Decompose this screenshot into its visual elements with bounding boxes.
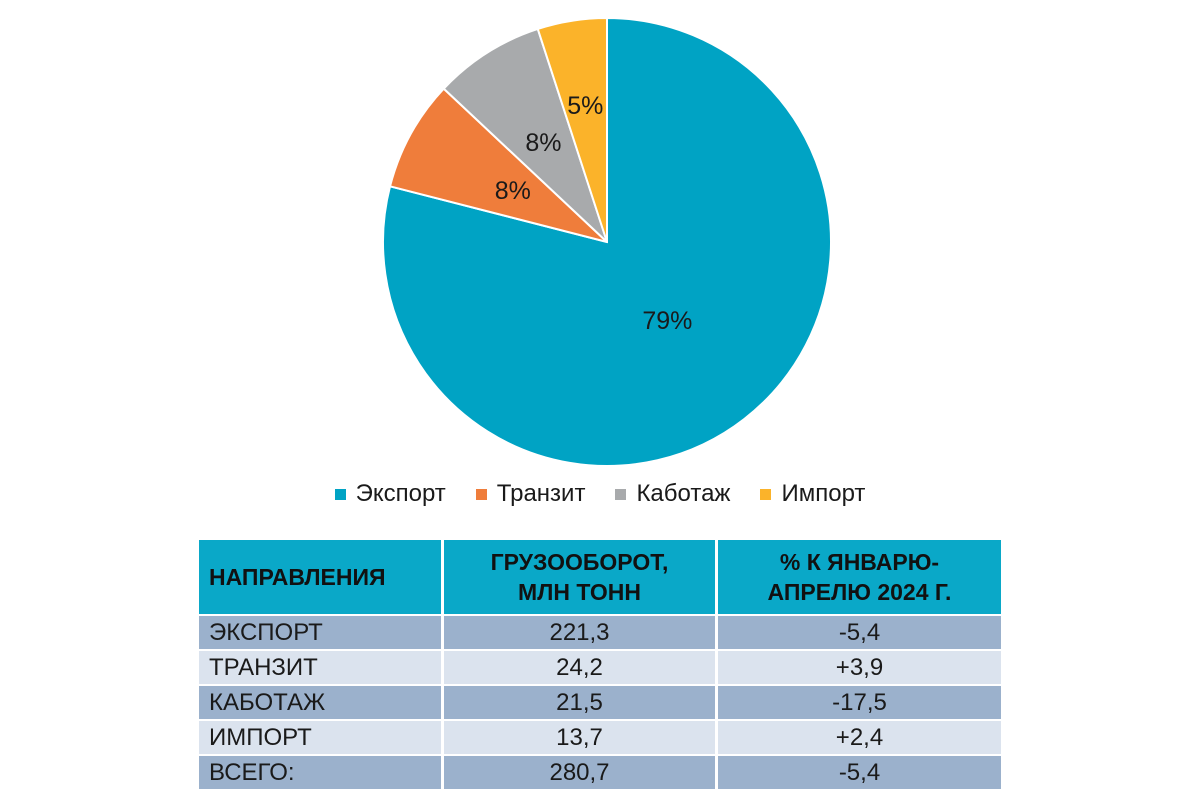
legend-swatch-import [760, 488, 772, 500]
cell-direction: ИМПОРТ [199, 721, 441, 754]
table-row: ВСЕГО: 280,7 -5,4 [199, 756, 1001, 789]
cell-volume: 24,2 [441, 651, 715, 684]
cell-change: -17,5 [715, 686, 1001, 719]
cell-volume: 21,5 [441, 686, 715, 719]
chart-legend: Экспорт Транзит Каботаж Импорт [0, 480, 1200, 508]
cargo-table: НАПРАВЛЕНИЯ ГРУЗООБОРОТ, МЛН ТОНН % К ЯНВ… [199, 538, 1001, 791]
table-row: КАБОТАЖ 21,5 -17,5 [199, 686, 1001, 719]
legend-item-cabotage: Каботаж [615, 480, 730, 508]
header-change: % К ЯНВАРЮ- АПРЕЛЮ 2024 Г. [715, 540, 1001, 614]
cell-change: -5,4 [715, 616, 1001, 649]
table-header-row: НАПРАВЛЕНИЯ ГРУЗООБОРОТ, МЛН ТОНН % К ЯНВ… [199, 540, 1001, 614]
pie-slice-import [536, 16, 608, 243]
pie-slice-cabotage [442, 27, 608, 243]
legend-swatch-export [334, 488, 346, 500]
legend-item-import: Импорт [760, 480, 865, 508]
pie-label-cabotage: 8% [525, 129, 561, 157]
header-change-text: % К ЯНВАРЮ- АПРЕЛЮ 2024 Г. [767, 549, 952, 605]
legend-item-transit: Транзит [475, 480, 586, 508]
pie-chart: 79%8%8%5% [382, 16, 832, 467]
legend-label-cabotage: Каботаж [636, 480, 731, 507]
cell-change: +3,9 [715, 651, 1001, 684]
table-row: ЭКСПОРТ 221,3 -5,4 [199, 616, 1001, 649]
table-row: ТРАНЗИТ 24,2 +3,9 [199, 651, 1001, 684]
cell-change: +2,4 [715, 721, 1001, 754]
cell-direction: ЭКСПОРТ [199, 616, 441, 649]
cell-volume: 221,3 [441, 616, 715, 649]
pie-label-transit: 8% [495, 177, 531, 205]
cell-direction: КАБОТАЖ [199, 686, 441, 719]
legend-swatch-cabotage [615, 488, 627, 500]
pie-slice-transit [388, 87, 608, 243]
cell-direction: ТРАНЗИТ [199, 651, 441, 684]
legend-item-export: Экспорт [334, 480, 446, 508]
cell-direction: ВСЕГО: [199, 756, 441, 789]
cell-volume: 13,7 [441, 721, 715, 754]
cell-volume: 280,7 [441, 756, 715, 789]
legend-swatch-transit [475, 488, 487, 500]
legend-label-export: Экспорт [355, 480, 446, 507]
pie-label-import: 5% [567, 92, 603, 120]
legend-label-import: Импорт [781, 480, 866, 507]
header-volume-text: ГРУЗООБОРОТ, МЛН ТОНН [490, 549, 669, 605]
legend-label-transit: Транзит [496, 480, 586, 507]
header-volume: ГРУЗООБОРОТ, МЛН ТОНН [441, 540, 715, 614]
table-row: ИМПОРТ 13,7 +2,4 [199, 721, 1001, 754]
header-directions: НАПРАВЛЕНИЯ [199, 540, 441, 614]
cell-change: -5,4 [715, 756, 1001, 789]
pie-label-export: 79% [642, 307, 692, 335]
